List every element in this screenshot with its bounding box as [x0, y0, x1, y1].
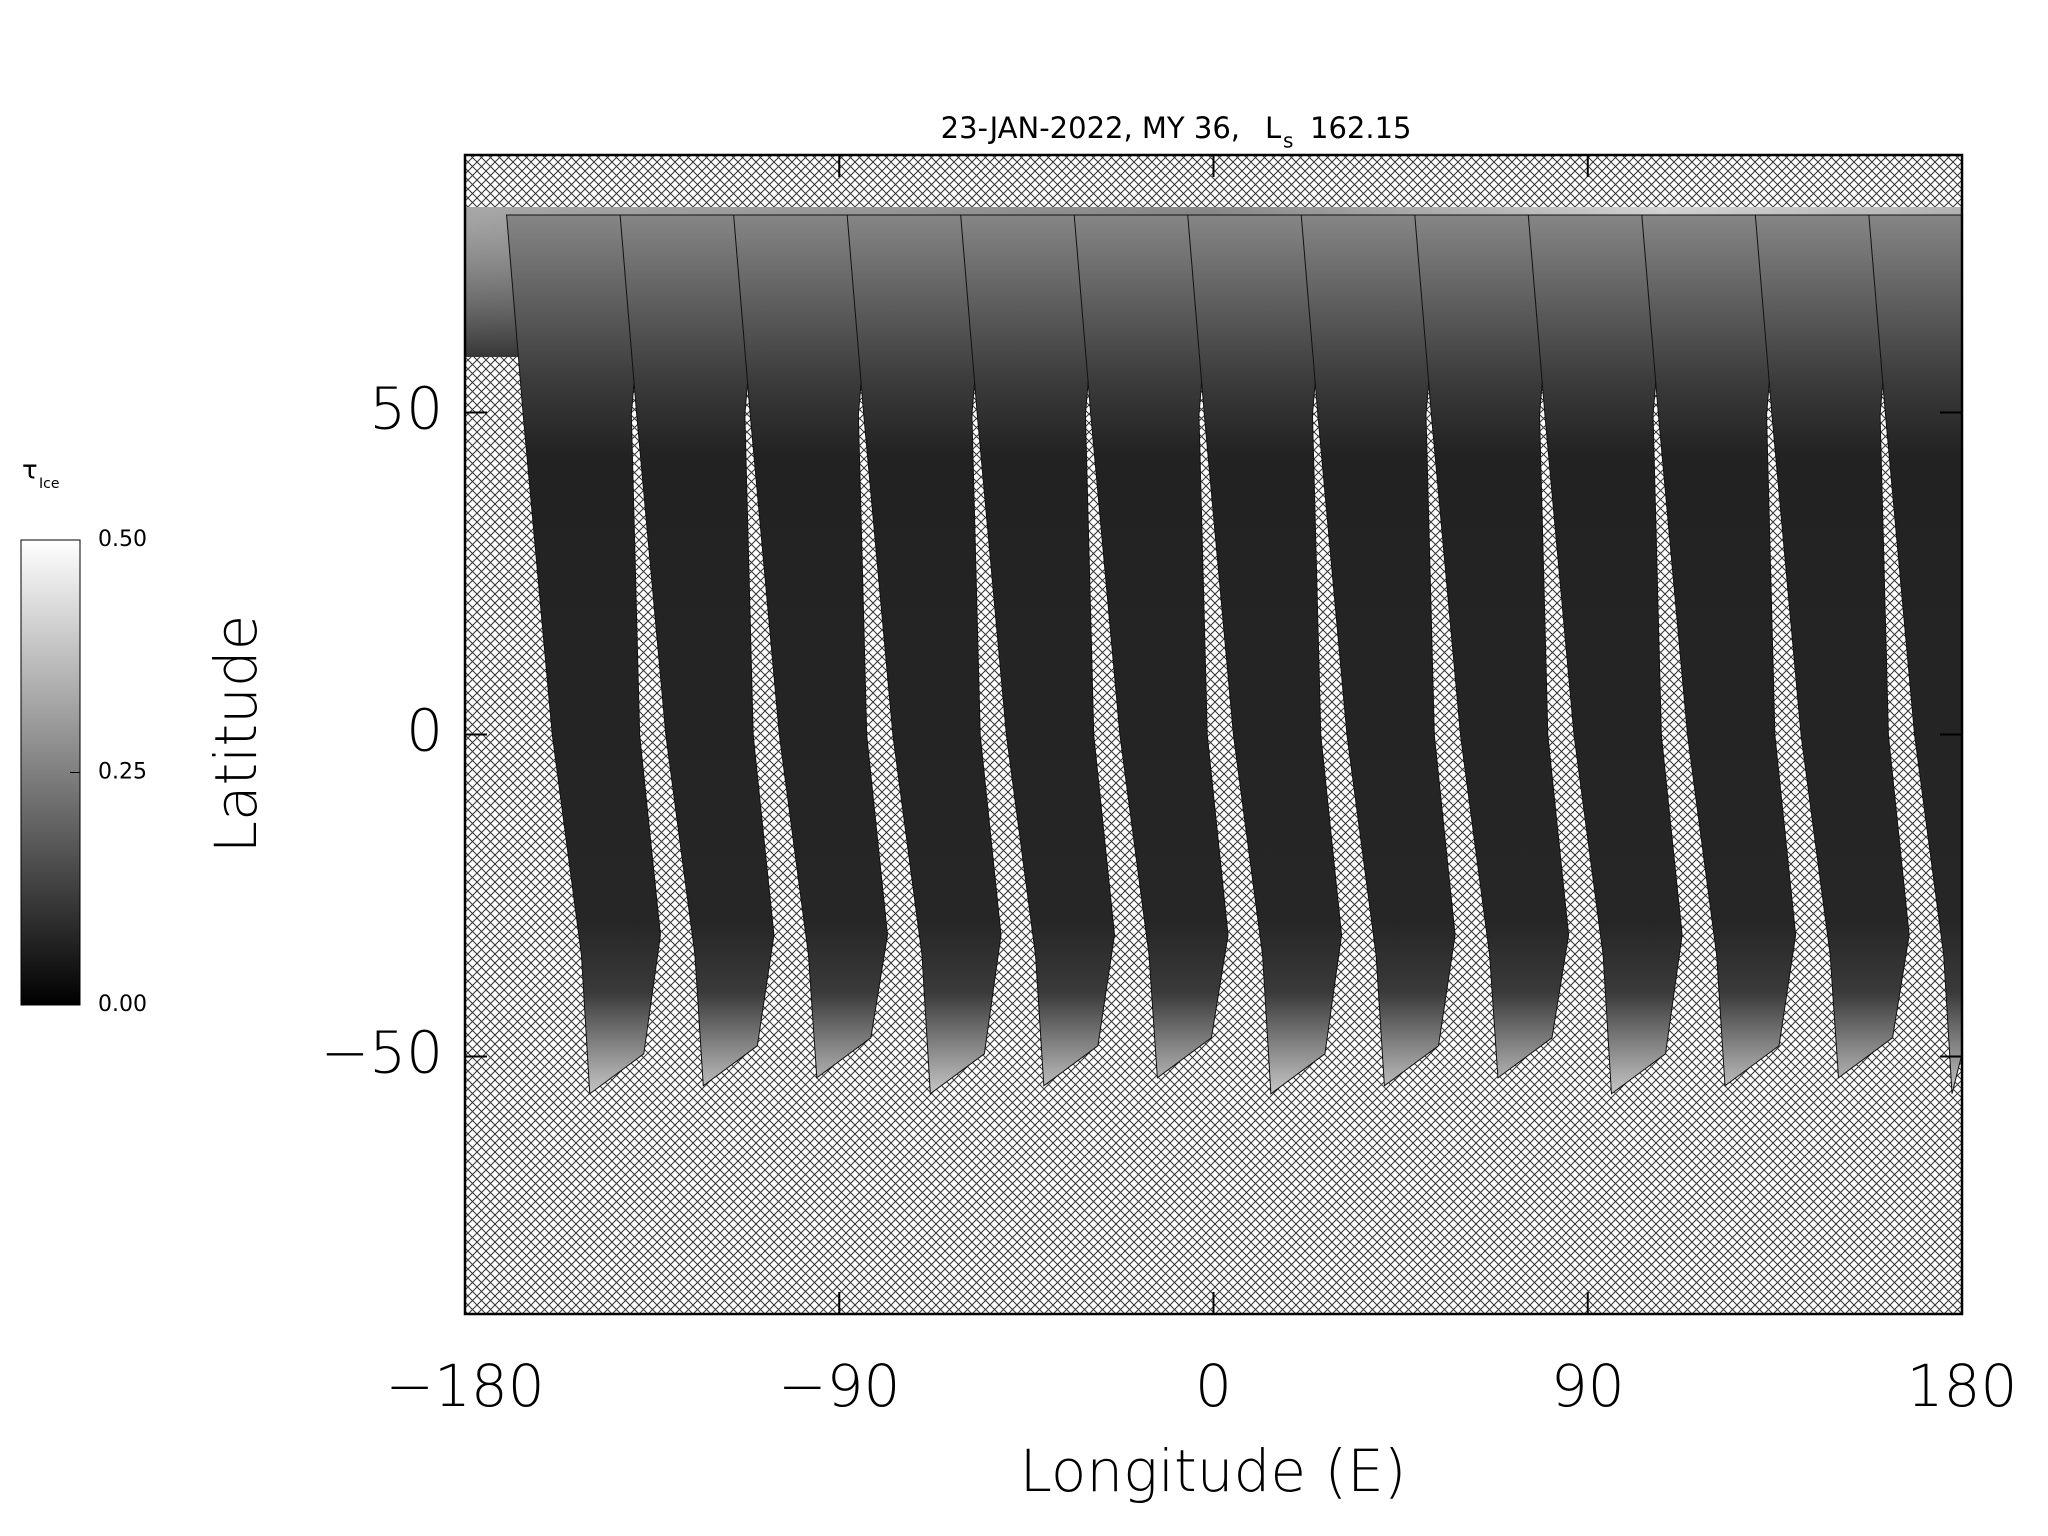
x-tick-label: −180 [385, 1352, 544, 1420]
y-tick-label: 50 [369, 375, 443, 443]
x-tick-label: 0 [1195, 1352, 1232, 1420]
colorbar-label: τ [22, 456, 38, 486]
y-tick-label: −50 [321, 1018, 443, 1086]
x-axis-label: Longitude (E) [1020, 1437, 1407, 1505]
x-tick-label: −90 [778, 1352, 900, 1420]
colorbar-label-subscript: Ice [39, 476, 59, 492]
title-ls-subscript: s [1283, 129, 1293, 153]
chart-title: 23-JAN-2022, MY 36, [941, 111, 1240, 145]
title-ls-value: 162.15 [1310, 111, 1411, 145]
title-ls-symbol: L [1265, 111, 1281, 145]
x-tick-label: 90 [1551, 1352, 1625, 1420]
y-tick-label: 0 [406, 697, 443, 765]
colorbar-tick-label: 0.00 [98, 992, 147, 1017]
plot-area [463, 153, 1964, 1316]
x-tick-label: 180 [1907, 1352, 2018, 1420]
y-axis-label: Latitude [202, 615, 270, 854]
colorbar-tick-label: 0.50 [98, 527, 147, 552]
colorbar-tick-label: 0.25 [98, 760, 147, 785]
